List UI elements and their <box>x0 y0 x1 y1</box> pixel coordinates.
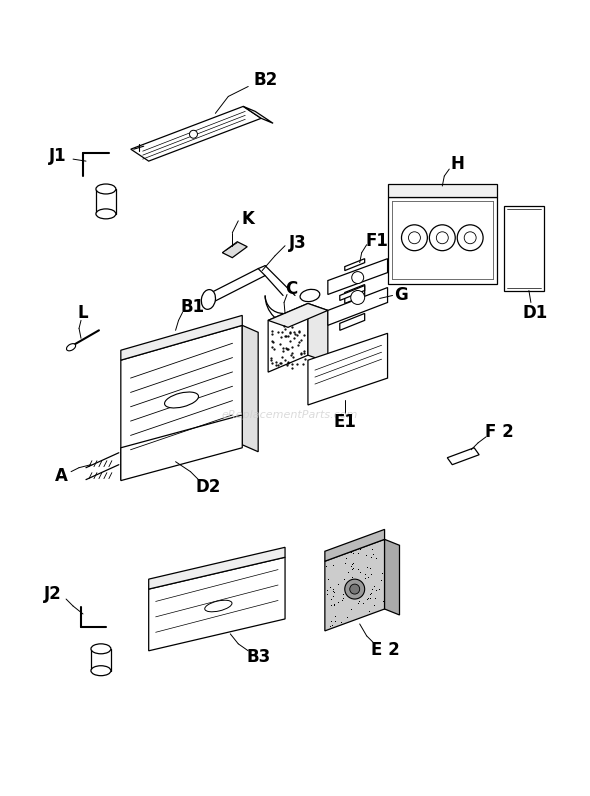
Ellipse shape <box>96 209 116 219</box>
Text: E 2: E 2 <box>371 641 400 659</box>
Polygon shape <box>149 557 285 651</box>
Polygon shape <box>242 326 258 452</box>
Text: J2: J2 <box>44 585 62 603</box>
Circle shape <box>345 579 365 599</box>
Text: F1: F1 <box>365 232 388 250</box>
Polygon shape <box>345 284 365 303</box>
Circle shape <box>350 584 360 594</box>
Polygon shape <box>388 184 497 197</box>
Polygon shape <box>340 286 365 300</box>
Circle shape <box>352 271 363 283</box>
Ellipse shape <box>165 392 198 408</box>
Circle shape <box>457 224 483 251</box>
Ellipse shape <box>67 344 76 351</box>
Polygon shape <box>268 303 328 327</box>
Polygon shape <box>205 268 265 302</box>
Circle shape <box>408 232 421 244</box>
Polygon shape <box>121 415 242 481</box>
Polygon shape <box>121 326 242 480</box>
Text: eReplacementParts.com: eReplacementParts.com <box>222 410 358 420</box>
Ellipse shape <box>96 184 116 194</box>
Text: B2: B2 <box>253 71 277 88</box>
Polygon shape <box>388 197 497 283</box>
Text: A: A <box>55 466 67 485</box>
Polygon shape <box>328 287 388 326</box>
Text: B3: B3 <box>246 648 270 665</box>
Polygon shape <box>325 529 385 561</box>
Polygon shape <box>131 107 261 161</box>
Ellipse shape <box>300 290 320 302</box>
Text: D1: D1 <box>522 304 548 322</box>
Circle shape <box>464 232 476 244</box>
Circle shape <box>189 131 198 139</box>
Text: J3: J3 <box>289 234 307 252</box>
Text: H: H <box>450 155 464 173</box>
Polygon shape <box>222 242 247 258</box>
Circle shape <box>437 232 448 244</box>
Polygon shape <box>325 540 385 631</box>
Text: J1: J1 <box>50 147 67 165</box>
Text: L: L <box>78 304 88 322</box>
Text: F 2: F 2 <box>484 423 513 441</box>
Polygon shape <box>340 314 365 330</box>
Polygon shape <box>385 540 399 615</box>
Polygon shape <box>149 548 285 589</box>
Polygon shape <box>504 206 544 291</box>
Ellipse shape <box>91 665 111 676</box>
Polygon shape <box>268 303 308 372</box>
Circle shape <box>402 224 427 251</box>
Polygon shape <box>308 303 328 362</box>
Ellipse shape <box>91 644 111 654</box>
Polygon shape <box>328 259 388 295</box>
Polygon shape <box>447 448 479 465</box>
Polygon shape <box>121 315 242 360</box>
Text: K: K <box>242 210 255 228</box>
Text: E1: E1 <box>333 413 356 431</box>
Polygon shape <box>345 259 365 271</box>
Text: G: G <box>395 287 408 305</box>
Ellipse shape <box>201 290 215 310</box>
Circle shape <box>350 291 365 304</box>
Text: B1: B1 <box>181 298 205 317</box>
Ellipse shape <box>205 600 232 612</box>
Circle shape <box>430 224 455 251</box>
Polygon shape <box>243 107 273 123</box>
Text: C: C <box>285 279 297 298</box>
Polygon shape <box>308 334 388 405</box>
Text: D2: D2 <box>196 478 221 496</box>
